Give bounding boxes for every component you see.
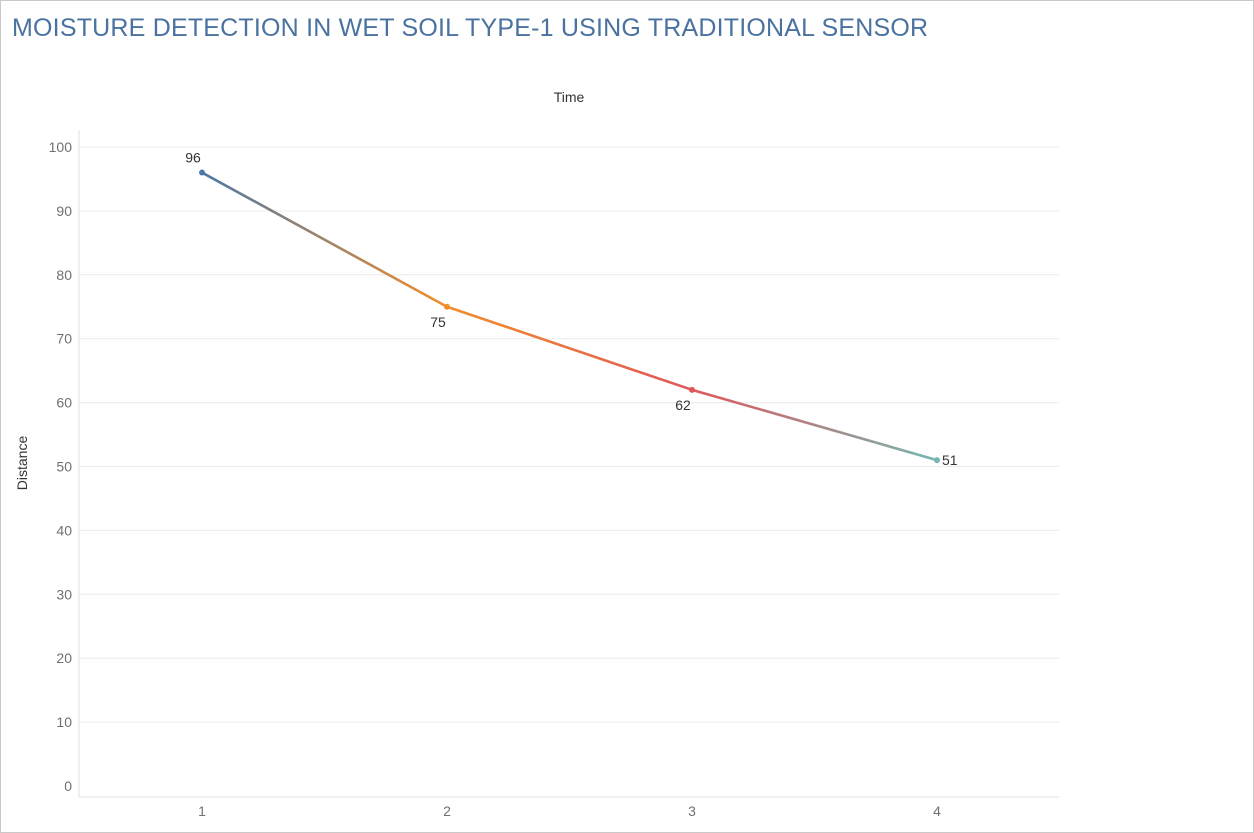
- gridlines: [79, 146, 1059, 723]
- x-tick-label: 1: [198, 803, 206, 819]
- y-tick-label: 0: [64, 778, 72, 794]
- data-label: 51: [942, 452, 958, 468]
- y-tick-label: 30: [56, 586, 72, 602]
- data-label: 75: [430, 314, 446, 330]
- data-point: [934, 457, 940, 464]
- y-axis-title: Distance: [14, 436, 30, 491]
- data-label: 62: [675, 397, 691, 413]
- series-line: [200, 171, 939, 462]
- line-segment: [690, 388, 939, 462]
- x-tick-label: 3: [688, 803, 696, 819]
- y-tick-label: 70: [56, 331, 72, 347]
- y-tick-label: 50: [56, 459, 72, 475]
- data-point: [689, 386, 695, 393]
- x-tick-label: 2: [443, 803, 451, 819]
- y-tick-label: 100: [49, 139, 73, 155]
- y-tick-label: 40: [56, 522, 72, 538]
- y-tick-label: 90: [56, 203, 72, 219]
- line-segment: [200, 171, 449, 309]
- data-labels: 96 75 62 51: [185, 150, 958, 469]
- chart-title: MOISTURE DETECTION IN WET SOIL TYPE-1 US…: [12, 14, 929, 42]
- data-label: 96: [185, 150, 201, 166]
- y-tick-label: 80: [56, 267, 72, 283]
- line-segment: [445, 305, 694, 392]
- data-points: [199, 169, 940, 464]
- data-point: [444, 303, 450, 310]
- data-point: [199, 169, 205, 176]
- y-tick-label: 20: [56, 650, 72, 666]
- x-axis-title: Time: [554, 89, 585, 105]
- y-tick-label: 60: [56, 395, 72, 411]
- y-tick-label: 10: [56, 714, 72, 730]
- x-tick-label: 4: [933, 803, 941, 819]
- axes: 0 10 20 30 40 50 60 70 80 90 100 1 2 3 4: [49, 130, 1059, 819]
